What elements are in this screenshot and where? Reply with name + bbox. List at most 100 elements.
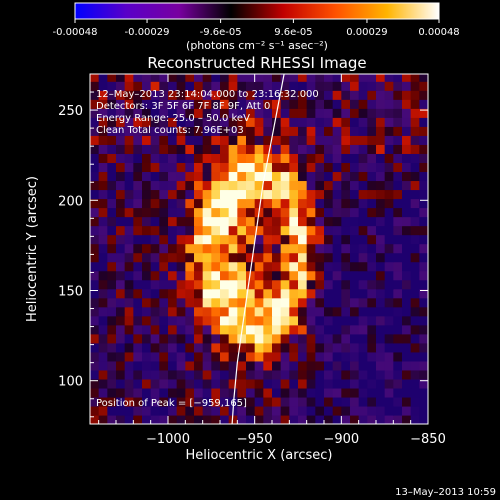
heatmap-cell — [410, 351, 420, 362]
heatmap-cell — [393, 378, 403, 389]
heatmap-cell — [246, 396, 256, 407]
heatmap-cell — [202, 180, 212, 191]
heatmap-cell — [263, 369, 273, 380]
heatmap-cell — [332, 351, 342, 362]
heatmap-cell — [376, 333, 386, 344]
heatmap-cell — [142, 261, 152, 272]
heatmap-cell — [306, 387, 316, 398]
heatmap-cell — [280, 90, 290, 100]
heatmap-cell — [150, 270, 160, 281]
heatmap-cell — [289, 369, 299, 380]
heatmap-cell — [384, 387, 394, 398]
heatmap-cell — [393, 74, 403, 82]
heatmap-cell — [306, 324, 316, 335]
heatmap-cell — [306, 315, 316, 326]
heatmap-cell — [341, 396, 351, 407]
heatmap-cell — [246, 306, 256, 317]
heatmap-cell — [402, 396, 412, 407]
heatmap-cell — [419, 171, 428, 182]
heatmap-cell — [168, 99, 178, 109]
heatmap-cell — [116, 252, 126, 263]
heatmap-cell — [107, 342, 117, 353]
heatmap-cell — [159, 279, 169, 290]
heatmap-cell — [176, 405, 186, 416]
heatmap-cell — [324, 261, 334, 272]
heatmap-cell — [376, 387, 386, 398]
heatmap-cell — [324, 144, 334, 154]
heatmap-cell — [150, 315, 160, 326]
heatmap-cell — [246, 99, 256, 109]
heatmap-cell — [289, 387, 299, 398]
heatmap-cell — [402, 261, 412, 272]
heatmap-cell — [376, 108, 386, 118]
heatmap-cell — [176, 333, 186, 344]
heatmap-cell — [142, 74, 152, 82]
heatmap-cell — [220, 153, 230, 163]
heatmap-cell — [150, 351, 160, 362]
heatmap-cell — [298, 297, 308, 308]
heatmap-cell — [107, 378, 117, 389]
heatmap-cell — [272, 171, 282, 182]
heatmap-cell — [280, 225, 290, 236]
heatmap-cell — [168, 135, 178, 145]
heatmap-cell — [168, 378, 178, 389]
heatmap-cell — [246, 90, 256, 100]
heatmap-cell — [237, 243, 247, 254]
heatmap-cell — [185, 225, 195, 236]
heatmap-cell — [116, 405, 126, 416]
heatmap-cell — [133, 225, 143, 236]
heatmap-cell — [116, 74, 126, 82]
heatmap-cell — [280, 153, 290, 163]
heatmap-cell — [272, 99, 282, 109]
heatmap-cell — [98, 333, 108, 344]
heatmap-cell — [220, 279, 230, 290]
heatmap-cell — [384, 90, 394, 100]
heatmap-cell — [402, 180, 412, 191]
heatmap-cell — [142, 369, 152, 380]
heatmap-cell — [280, 234, 290, 245]
heatmap-cell — [254, 270, 264, 281]
heatmap-cell — [194, 360, 204, 371]
heatmap-cell — [202, 333, 212, 344]
heatmap-cell — [254, 351, 264, 362]
heatmap-cell — [168, 297, 178, 308]
heatmap-cell — [341, 315, 351, 326]
heatmap-cell — [194, 74, 204, 82]
heatmap-cell — [280, 333, 290, 344]
heatmap-cell — [384, 333, 394, 344]
heatmap-cell — [393, 189, 403, 200]
heatmap-cell — [289, 396, 299, 407]
heatmap-cell — [350, 117, 360, 127]
heatmap-cell — [384, 216, 394, 227]
heatmap-cell — [211, 207, 221, 218]
chart-title: Reconstructed RHESSI Image — [147, 54, 366, 72]
heatmap-cell — [341, 207, 351, 218]
heatmap-cell — [211, 144, 221, 154]
heatmap-cell — [211, 171, 221, 182]
y-tick-label: 250 — [58, 104, 83, 119]
heatmap-cell — [202, 360, 212, 371]
heatmap-cell — [324, 369, 334, 380]
heatmap-cell — [202, 153, 212, 163]
heatmap-cell — [419, 351, 428, 362]
heatmap-cell — [159, 288, 169, 299]
heatmap-cell — [228, 315, 238, 326]
heatmap-cell — [254, 288, 264, 299]
heatmap-cell — [263, 297, 273, 308]
heatmap-cell — [228, 270, 238, 281]
heatmap-cell — [185, 387, 195, 398]
heatmap-cell — [341, 288, 351, 299]
heatmap-cell — [168, 279, 178, 290]
heatmap-cell — [324, 270, 334, 281]
heatmap-cell — [306, 261, 316, 272]
heatmap-cell — [298, 279, 308, 290]
heatmap-cell — [272, 270, 282, 281]
heatmap-cell — [402, 90, 412, 100]
heatmap-cell — [159, 270, 169, 281]
heatmap-cell — [306, 369, 316, 380]
heatmap-cell — [202, 297, 212, 308]
heatmap-cell — [341, 243, 351, 254]
heatmap-cell — [159, 315, 169, 326]
heatmap-cell — [194, 369, 204, 380]
heatmap-cell — [228, 369, 238, 380]
